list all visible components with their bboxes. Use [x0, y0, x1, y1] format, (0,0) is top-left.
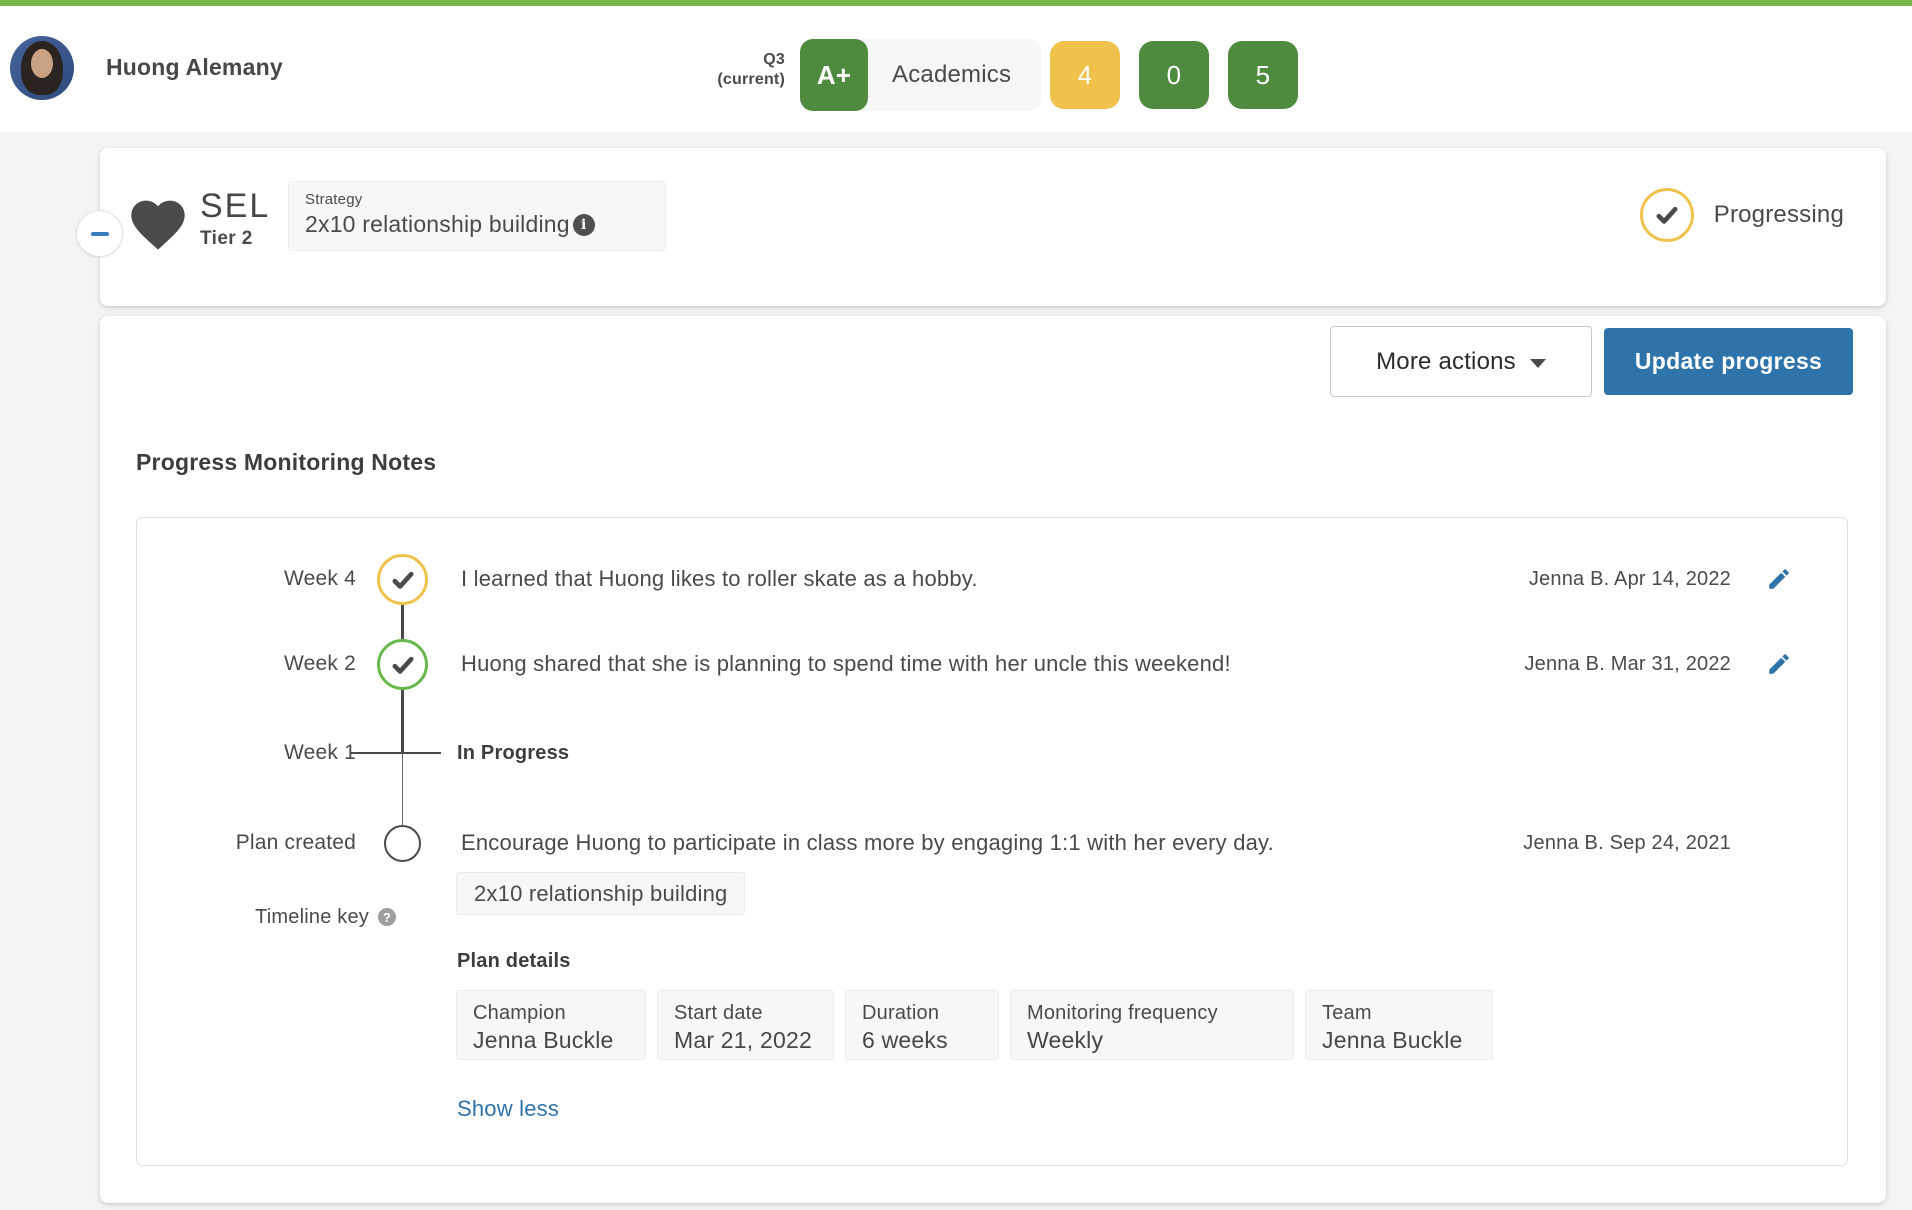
- plan-category: SEL: [200, 187, 271, 225]
- support-count-badges: 4 0 5: [1050, 41, 1298, 109]
- timeline-note-plan-created: Encourage Huong to participate in class …: [461, 830, 1274, 855]
- plan-category-block: SEL Tier 2: [200, 188, 270, 250]
- timeline-label-week1: Week 1: [283, 741, 356, 764]
- timeline-tick-week1: [350, 752, 441, 754]
- count-badge-yellow[interactable]: 4: [1050, 41, 1120, 109]
- student-header: Huong Alemany Q3 (current) A+ Academics …: [0, 6, 1912, 132]
- plan-summary-card: SEL Tier 2 Strategy 2x10 relationship bu…: [76, 148, 1886, 306]
- timeline-note-week4: I learned that Huong likes to roller ska…: [461, 566, 978, 591]
- student-avatar: [10, 36, 74, 100]
- check-icon: [1656, 206, 1678, 224]
- field-champion: Champion Jenna Buckle: [456, 990, 646, 1060]
- strategy-box: Strategy 2x10 relationship building i: [288, 181, 666, 251]
- plan-status: Progressing: [1639, 188, 1844, 242]
- field-duration: Duration 6 weeks: [845, 990, 999, 1060]
- check-icon: [392, 571, 413, 589]
- plan-details-fields: Champion Jenna Buckle Start date Mar 21,…: [456, 990, 1493, 1060]
- academics-grade-pill[interactable]: A+ Academics: [800, 39, 1042, 111]
- timeline-label-week2: Week 2: [283, 652, 356, 675]
- timeline-marker-week4: [377, 554, 428, 605]
- field-label: Monitoring frequency: [1027, 1002, 1218, 1024]
- timeline-note-week2: Huong shared that she is planning to spe…: [461, 651, 1231, 676]
- timeline-label-week4: Week 4: [283, 567, 356, 590]
- heart-icon: [131, 200, 185, 250]
- plan-details-title: Plan details: [457, 950, 571, 972]
- edit-pencil-icon-week2[interactable]: [1766, 651, 1792, 677]
- timeline-marker-week2: [377, 639, 428, 690]
- field-label: Champion: [473, 1002, 566, 1024]
- chevron-down-icon: [1529, 358, 1546, 368]
- term-current: (current): [717, 71, 785, 88]
- grade-badge: A+: [800, 39, 868, 111]
- timeline-label-plan-created: Plan created: [235, 831, 356, 854]
- plan-body-card: More actions Update progress Progress Mo…: [100, 316, 1886, 1203]
- term-quarter: Q3: [763, 51, 785, 68]
- timeline-meta-week4: Jenna B. Apr 14, 2022: [1528, 568, 1731, 590]
- count-badge-green-1[interactable]: 0: [1139, 41, 1209, 109]
- timeline-marker-plan-created: [384, 825, 421, 862]
- field-label: Duration: [862, 1002, 940, 1024]
- field-label: Start date: [674, 1002, 763, 1024]
- section-title: Progress Monitoring Notes: [136, 449, 437, 475]
- student-name: Huong Alemany: [106, 54, 283, 80]
- info-icon[interactable]: i: [572, 213, 595, 236]
- timeline-key-label: Timeline key: [255, 906, 369, 928]
- term-label: Q3 (current): [640, 50, 785, 90]
- help-icon[interactable]: ?: [378, 908, 396, 926]
- show-less-link[interactable]: Show less: [457, 1096, 560, 1121]
- check-icon: [392, 656, 413, 674]
- more-actions-button[interactable]: More actions: [1330, 326, 1592, 397]
- field-value: Jenna Buckle: [473, 1027, 614, 1053]
- field-monitoring-frequency: Monitoring frequency Weekly: [1010, 990, 1294, 1060]
- grade-label: Academics: [892, 61, 1012, 88]
- edit-pencil-icon-week4[interactable]: [1766, 566, 1792, 592]
- top-accent-bar: [0, 0, 1912, 6]
- strategy-tag: 2x10 relationship building: [456, 872, 746, 915]
- timeline-meta-week2: Jenna B. Mar 31, 2022: [1524, 653, 1731, 675]
- field-value: 6 weeks: [862, 1027, 948, 1053]
- field-start-date: Start date Mar 21, 2022: [657, 990, 834, 1060]
- field-value: Jenna Buckle: [1322, 1027, 1463, 1053]
- strategy-value: 2x10 relationship building: [305, 211, 570, 237]
- collapse-button[interactable]: [76, 210, 123, 257]
- collapse-minus-icon: [90, 231, 109, 236]
- field-label: Team: [1322, 1002, 1372, 1024]
- progress-notes-card: Week 4 I learned that Huong likes to rol…: [136, 517, 1848, 1166]
- field-team: Team Jenna Buckle: [1305, 990, 1493, 1060]
- in-progress-label: In Progress: [457, 742, 570, 764]
- timeline-meta-plan-created: Jenna B. Sep 24, 2021: [1523, 832, 1731, 854]
- more-actions-label: More actions: [1376, 347, 1516, 375]
- timeline-line-thin: [402, 753, 403, 827]
- update-progress-button[interactable]: Update progress: [1604, 328, 1853, 395]
- avatar-face: [31, 49, 53, 78]
- plan-tier: Tier 2: [200, 228, 253, 249]
- strategy-label: Strategy: [305, 191, 363, 208]
- status-label: Progressing: [1713, 201, 1844, 228]
- field-value: Weekly: [1027, 1027, 1104, 1053]
- field-value: Mar 21, 2022: [674, 1027, 812, 1053]
- status-check-circle: [1639, 188, 1694, 242]
- count-badge-green-2[interactable]: 5: [1228, 41, 1298, 109]
